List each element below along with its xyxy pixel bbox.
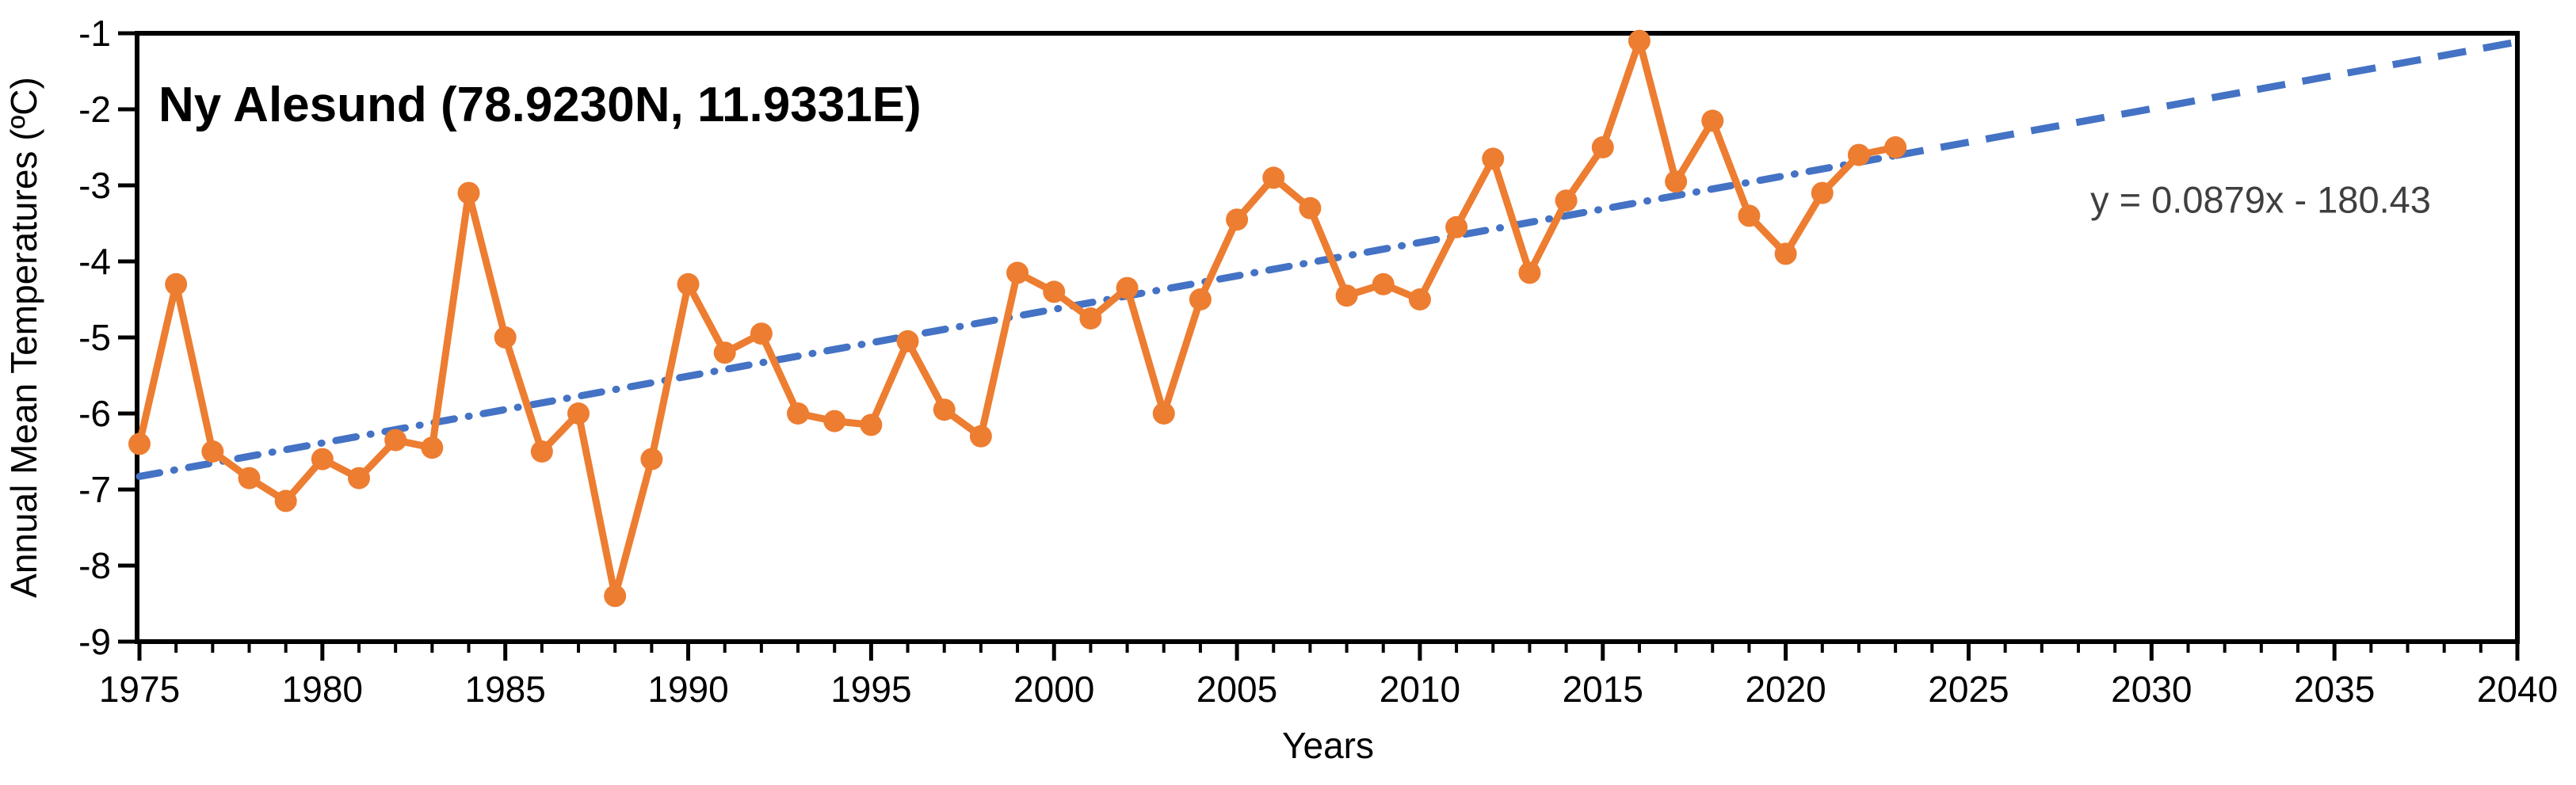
- y-axis-title: Annual Mean Temperatures (ºC): [3, 77, 44, 598]
- data-point-marker: [604, 585, 627, 608]
- data-point-marker: [969, 425, 992, 448]
- data-point-marker: [494, 326, 517, 349]
- data-point-marker: [1226, 208, 1249, 231]
- data-point-marker: [1116, 276, 1139, 299]
- x-tick-label: 2040: [2477, 669, 2558, 710]
- y-tick-label: -6: [78, 393, 111, 434]
- data-point-marker: [896, 330, 919, 352]
- data-point-marker: [1591, 136, 1614, 158]
- data-point-marker: [201, 440, 224, 463]
- y-tick-label: -4: [78, 241, 111, 282]
- y-tick-label: -8: [78, 545, 111, 586]
- data-point-marker: [1189, 288, 1212, 311]
- data-point-marker: [860, 413, 883, 436]
- x-tick-label: 1990: [647, 669, 728, 710]
- data-point-marker: [677, 272, 700, 295]
- data-point-marker: [1006, 261, 1029, 284]
- data-point-marker: [1262, 166, 1285, 189]
- data-point-marker: [238, 467, 261, 490]
- data-point-marker: [1847, 143, 1870, 166]
- data-point-marker: [165, 272, 188, 295]
- data-point-marker: [713, 341, 736, 364]
- x-tick-label: 2025: [1928, 669, 2009, 710]
- data-point-marker: [1445, 215, 1468, 238]
- x-tick-label: 2010: [1380, 669, 1460, 710]
- data-point-marker: [1701, 109, 1724, 132]
- data-point-marker: [128, 433, 151, 455]
- data-point-marker: [1628, 29, 1651, 52]
- chart-title: Ny Alesund (78.9230N, 11.9331E): [158, 78, 922, 132]
- data-point-marker: [1665, 170, 1688, 193]
- x-tick-label: 2035: [2294, 669, 2375, 710]
- y-tick-label: -2: [78, 89, 111, 130]
- data-point-marker: [421, 436, 444, 459]
- data-point-marker: [933, 398, 956, 421]
- y-tick-label: -5: [78, 317, 111, 358]
- data-point-marker: [787, 402, 810, 425]
- data-point-marker: [1408, 288, 1431, 311]
- data-point-marker: [1518, 261, 1541, 284]
- data-point-marker: [457, 181, 480, 204]
- data-point-marker: [750, 322, 773, 345]
- data-point-marker: [1555, 189, 1578, 212]
- x-tick-label: 2020: [1745, 669, 1826, 710]
- x-tick-label: 2000: [1013, 669, 1094, 710]
- data-point-marker: [1079, 307, 1102, 330]
- x-tick-label: 1975: [99, 669, 180, 710]
- x-tick-label: 2005: [1196, 669, 1277, 710]
- data-point-marker: [1299, 196, 1322, 219]
- trendline-equation-label: y = 0.0879x - 180.43: [2090, 178, 2431, 221]
- data-point-marker: [1738, 204, 1761, 227]
- x-tick-label: 1995: [830, 669, 911, 710]
- data-point-marker: [1884, 136, 1907, 158]
- data-point-marker: [1774, 242, 1797, 265]
- data-point-marker: [1811, 181, 1834, 204]
- y-tick-label: -3: [78, 165, 111, 206]
- y-tick-label: -1: [78, 13, 111, 54]
- trendline-forecast: [1895, 38, 2518, 159]
- x-tick-label: 2015: [1563, 669, 1643, 710]
- data-point-marker: [1043, 280, 1066, 303]
- y-tick-label: -9: [78, 621, 111, 662]
- y-tick-label: -7: [78, 469, 111, 510]
- x-axis-title: Years: [1282, 725, 1374, 766]
- data-point-marker: [1335, 284, 1358, 307]
- data-point-marker: [823, 410, 846, 433]
- x-tick-label: 1980: [282, 669, 363, 710]
- data-point-marker: [640, 448, 663, 471]
- data-point-marker: [530, 440, 553, 463]
- x-tick-label: 2030: [2111, 669, 2192, 710]
- data-point-marker: [1152, 402, 1175, 425]
- data-point-marker: [567, 402, 590, 425]
- data-point-marker: [384, 429, 407, 452]
- data-point-marker: [348, 467, 371, 490]
- data-point-marker: [274, 490, 297, 513]
- x-tick-label: 1985: [465, 669, 546, 710]
- trendline-fitted: [135, 151, 1899, 480]
- data-point-marker: [1372, 272, 1395, 295]
- data-point-marker: [311, 448, 334, 471]
- data-point-marker: [1482, 147, 1505, 170]
